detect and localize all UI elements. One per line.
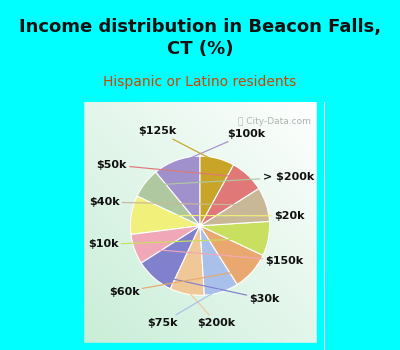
Wedge shape: [141, 226, 200, 289]
Wedge shape: [200, 226, 263, 285]
Text: ⓘ City-Data.com: ⓘ City-Data.com: [238, 117, 311, 126]
Text: $40k: $40k: [89, 197, 262, 207]
Text: $125k: $125k: [139, 126, 215, 161]
Wedge shape: [200, 156, 234, 226]
Wedge shape: [200, 165, 259, 226]
Text: $150k: $150k: [139, 248, 304, 266]
Text: > $200k: > $200k: [149, 172, 314, 185]
Bar: [76, 102, 83, 350]
Text: $75k: $75k: [148, 289, 219, 328]
Text: $50k: $50k: [96, 160, 244, 177]
Text: $10k: $10k: [88, 238, 264, 250]
Text: $200k: $200k: [188, 292, 235, 328]
Wedge shape: [200, 188, 270, 226]
Wedge shape: [137, 172, 200, 226]
Text: Hispanic or Latino residents: Hispanic or Latino residents: [103, 75, 297, 89]
Text: Income distribution in Beacon Falls,
CT (%): Income distribution in Beacon Falls, CT …: [19, 18, 381, 58]
Wedge shape: [200, 222, 270, 256]
Text: $100k: $100k: [179, 129, 265, 163]
Wedge shape: [130, 196, 200, 235]
Bar: [317, 102, 324, 350]
Text: $60k: $60k: [109, 270, 248, 296]
Wedge shape: [131, 226, 200, 263]
Text: $30k: $30k: [158, 276, 280, 304]
Text: $20k: $20k: [136, 211, 305, 221]
Bar: [76, 343, 324, 350]
Wedge shape: [170, 226, 204, 295]
Wedge shape: [156, 156, 200, 226]
Wedge shape: [200, 226, 237, 295]
